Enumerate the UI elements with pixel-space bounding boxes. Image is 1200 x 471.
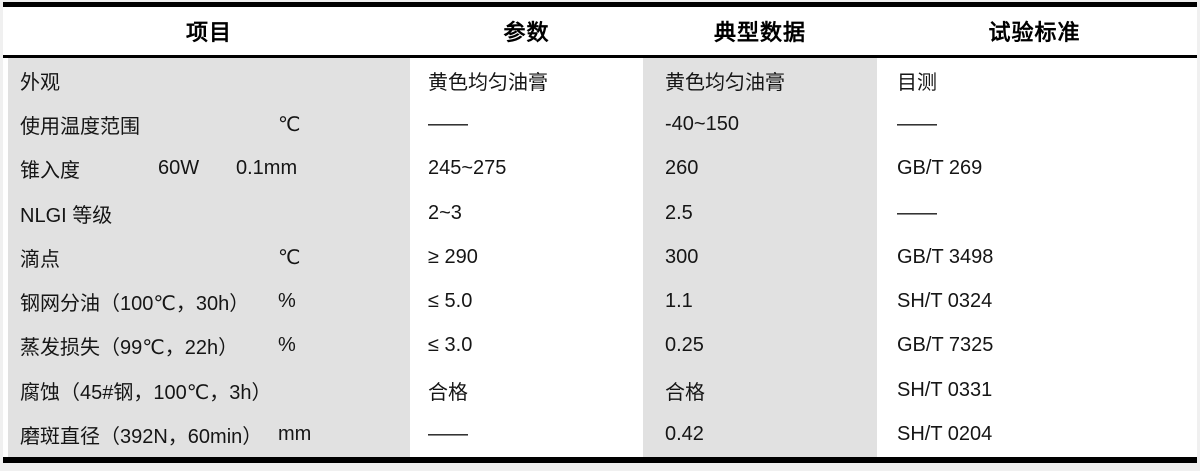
cell-typical: 260 [643,146,877,191]
spec-table: 项目 参数 典型数据 试验标准 外观 黄色均匀油膏 黄色均匀油膏 目测 使用温度… [3,2,1197,463]
table-row: NLGI 等级 2~3 2.5 —— [3,190,1197,236]
cell-standard: GB/T 7325 [877,323,1192,369]
table-row: 蒸发损失（99℃，22h） % ≤ 3.0 0.25 GB/T 7325 [3,323,1197,369]
table-row: 外观 黄色均匀油膏 黄色均匀油膏 目测 [3,58,1197,103]
table-row: 腐蚀（45#钢，100℃，3h） 合格 合格 SH/T 0331 [3,368,1197,413]
item-unit: mm [278,423,312,446]
cell-param: 2~3 [410,190,643,236]
cell-item: 外观 [8,58,410,103]
column-header-standard: 试验标准 [988,20,1081,45]
column-header-typical: 典型数据 [713,20,806,45]
cell-typical: 1.1 [643,279,877,324]
table-header-row: 项目 参数 典型数据 试验标准 [3,7,1197,58]
cell-item: 腐蚀（45#钢，100℃，3h） [8,368,410,413]
cell-param: 245~275 [410,146,643,191]
cell-standard: GB/T 269 [877,146,1192,191]
item-unit: % [278,334,296,357]
cell-param: ≤ 3.0 [410,323,643,369]
item-unit: 0.1mm [236,157,298,180]
cell-typical: 黄色均匀油膏 [643,58,877,103]
cell-typical: 合格 [643,368,877,413]
cell-item: 蒸发损失（99℃，22h） % [8,323,410,369]
column-header-param: 参数 [503,20,550,45]
item-unit: ℃ [278,113,301,136]
table-bottom-border [3,456,1197,463]
cell-standard: —— [877,190,1192,236]
cell-param: 黄色均匀油膏 [410,58,643,103]
table-row: 磨斑直径（392N，60min） mm —— 0.42 SH/T 0204 [3,412,1197,457]
cell-typical: 300 [643,235,877,280]
item-label: 使用温度范围 [20,115,140,138]
item-qualifier: 60W [158,157,200,180]
item-label: 蒸发损失（99℃，22h） [20,337,239,360]
item-label: 锥入度 [20,160,80,183]
cell-item: 磨斑直径（392N，60min） mm [8,412,410,457]
cell-typical: 0.25 [643,323,877,369]
cell-param: ≤ 5.0 [410,279,643,324]
cell-standard: SH/T 0204 [877,412,1192,457]
table-row: 滴点 ℃ ≥ 290 300 GB/T 3498 [3,235,1197,280]
cell-typical: 2.5 [643,190,877,236]
cell-typical: -40~150 [643,102,877,147]
cell-item: 使用温度范围 ℃ [8,102,410,147]
cell-item: 滴点 ℃ [8,235,410,280]
table-row: 使用温度范围 ℃ —— -40~150 —— [3,102,1197,147]
cell-standard: —— [877,102,1192,147]
cell-item: 锥入度 60W 0.1mm [8,146,410,191]
item-unit: ℃ [278,246,301,269]
cell-param: 合格 [410,368,643,413]
cell-param: —— [410,102,643,147]
cell-param: ≥ 290 [410,235,643,280]
item-label: 滴点 [20,248,60,271]
item-label: 磨斑直径（392N，60min） [20,426,263,449]
cell-standard: 目测 [877,58,1192,103]
item-label: 钢网分油（100℃，30h） [20,293,250,316]
table-body: 外观 黄色均匀油膏 黄色均匀油膏 目测 使用温度范围 ℃ —— -40~150 … [3,58,1197,457]
table-top-border [3,2,1197,7]
table-row: 锥入度 60W 0.1mm 245~275 260 GB/T 269 [3,146,1197,191]
cell-typical: 0.42 [643,412,877,457]
cell-standard: SH/T 0331 [877,368,1192,413]
column-header-item: 项目 [185,20,232,45]
table-row: 钢网分油（100℃，30h） % ≤ 5.0 1.1 SH/T 0324 [3,279,1197,324]
cell-param: —— [410,412,643,457]
cell-item: 钢网分油（100℃，30h） % [8,279,410,324]
item-label: NLGI 等级 [20,204,113,227]
item-label: 外观 [20,71,60,94]
cell-item: NLGI 等级 [8,190,410,236]
cell-standard: SH/T 0324 [877,279,1192,324]
cell-standard: GB/T 3498 [877,235,1192,280]
item-unit: % [278,290,296,313]
item-label: 腐蚀（45#钢，100℃，3h） [20,381,272,404]
